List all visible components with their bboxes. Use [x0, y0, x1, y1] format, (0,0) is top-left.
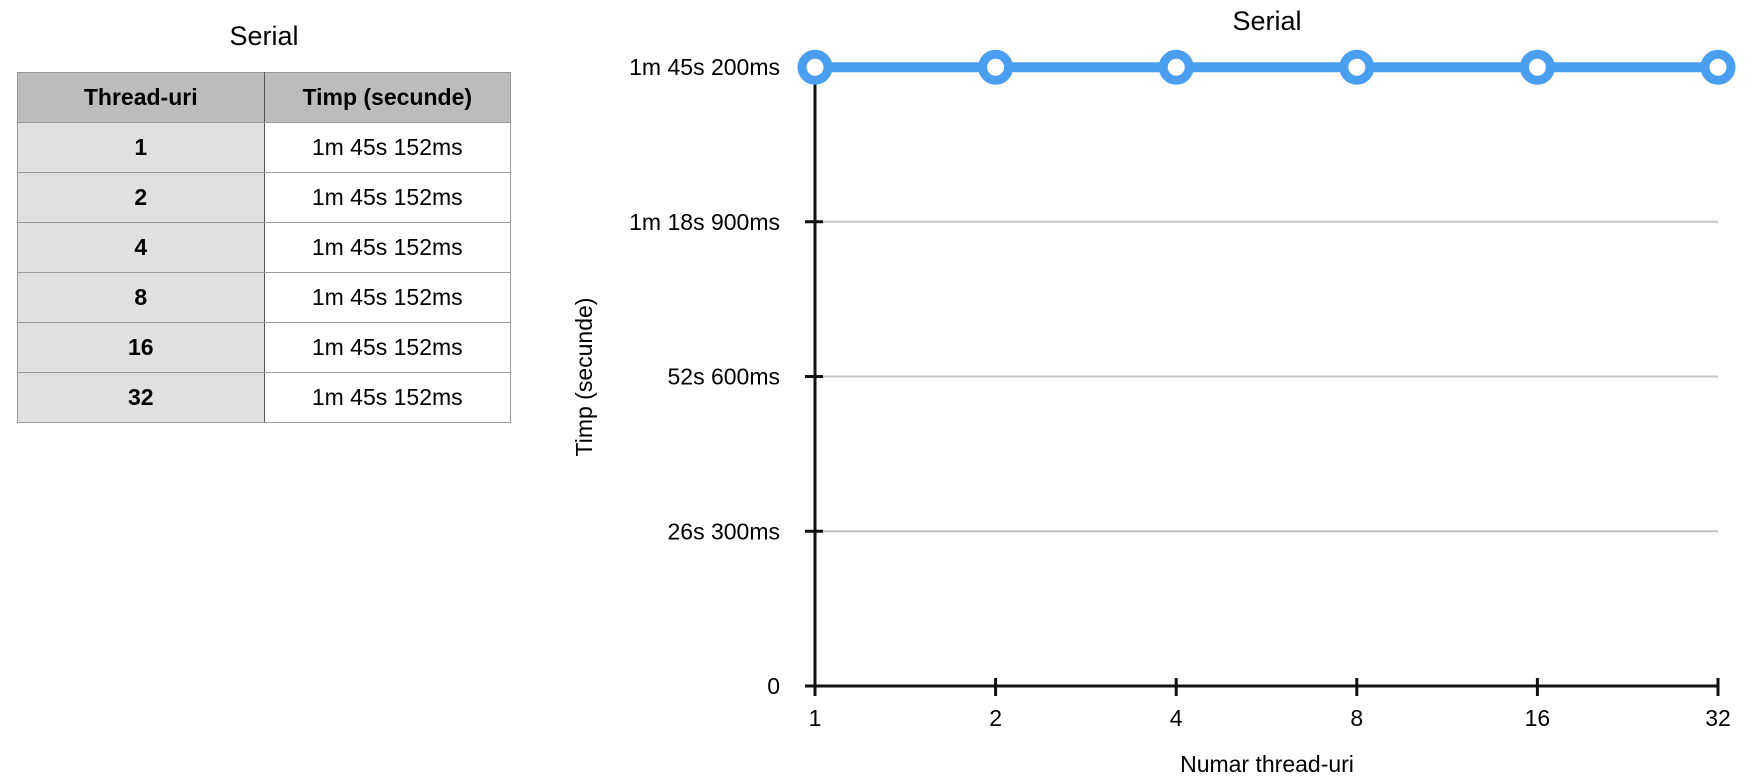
cell-threads: 16: [17, 322, 265, 373]
table-row: 1 1m 45s 152ms: [17, 122, 511, 173]
data-point: [797, 49, 833, 85]
y-tick-label: 0: [767, 673, 780, 699]
cell-threads: 4: [17, 222, 265, 273]
table-title: Serial: [229, 21, 299, 51]
header-threads: Thread-uri: [17, 72, 265, 123]
table-row: 4 1m 45s 152ms: [17, 222, 511, 273]
data-point: [1339, 49, 1375, 85]
table-row: 16 1m 45s 152ms: [17, 322, 511, 373]
y-axis-label: Timp (secunde): [571, 298, 597, 457]
cell-threads: 8: [17, 272, 265, 323]
table-row: 32 1m 45s 152ms: [17, 372, 511, 423]
grid-lines: [815, 66, 1718, 533]
cell-threads: 32: [17, 372, 265, 423]
cell-time: 1m 45s 152ms: [263, 222, 511, 273]
x-tick-label: 4: [1170, 705, 1183, 731]
data-point: [978, 49, 1014, 85]
x-axis-label: Numar thread-uri: [1180, 751, 1354, 777]
data-point: [1519, 49, 1555, 85]
cell-threads: 1: [17, 122, 265, 173]
y-tick-label: 1m 45s 200ms: [629, 54, 780, 80]
y-tick-label: 52s 600ms: [667, 364, 780, 390]
cell-time: 1m 45s 152ms: [263, 372, 511, 423]
chart-title: Serial: [1232, 6, 1301, 36]
data-table: Thread-uri Timp (secunde) 1 1m 45s 152ms…: [17, 72, 511, 423]
table-header-row: Thread-uri Timp (secunde): [17, 72, 511, 123]
cell-time: 1m 45s 152ms: [263, 172, 511, 223]
x-tick-label: 16: [1525, 705, 1551, 731]
cell-time: 1m 45s 152ms: [263, 122, 511, 173]
y-tick-label: 26s 300ms: [667, 518, 780, 544]
header-time: Timp (secunde): [263, 72, 511, 123]
data-table-panel: Serial Thread-uri Timp (secunde) 1 1m 45…: [17, 16, 511, 423]
y-tick-label: 1m 18s 900ms: [629, 209, 780, 235]
data-point: [1158, 49, 1194, 85]
data-point: [1700, 49, 1736, 85]
x-tick-label: 8: [1350, 705, 1363, 731]
tick-labels: 0 26s 300ms 52s 600ms 1m 18s 900ms 1m 45s 20…: [629, 54, 1731, 731]
x-tick-label: 2: [989, 705, 1002, 731]
x-tick-label: 32: [1705, 705, 1731, 731]
series-line-layer: [797, 49, 1736, 85]
x-tick-label: 1: [809, 705, 822, 731]
cell-time: 1m 45s 152ms: [263, 322, 511, 373]
table-row: 8 1m 45s 152ms: [17, 272, 511, 323]
cell-time: 1m 45s 152ms: [263, 272, 511, 323]
axes: [805, 65, 1720, 696]
